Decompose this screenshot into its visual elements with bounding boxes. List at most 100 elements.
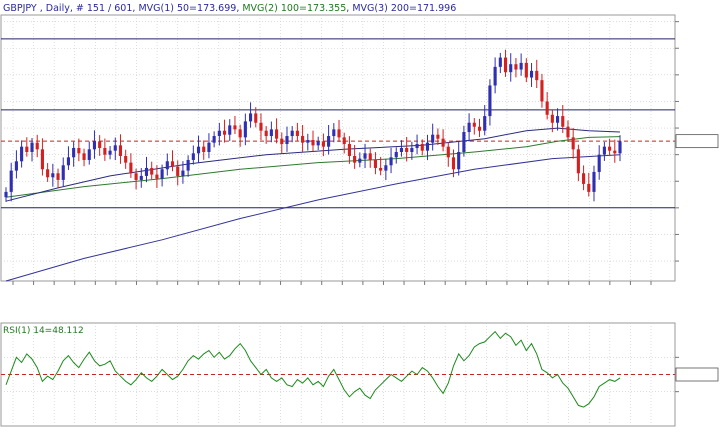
candle-body <box>462 132 466 152</box>
candle-body <box>613 150 617 154</box>
candle-body <box>14 161 18 171</box>
candle-body <box>571 137 575 150</box>
candlesticks <box>4 49 622 202</box>
candle-body <box>493 66 497 86</box>
candle-body <box>535 70 539 81</box>
candle-body <box>92 141 97 150</box>
candle-body <box>358 158 362 163</box>
candle-body <box>87 149 91 160</box>
price-panel <box>0 14 676 282</box>
header-sep-3: , <box>132 3 138 14</box>
mvg1-label: MVG(1) 50=173.699 <box>138 3 236 14</box>
candle-body <box>280 138 284 145</box>
candle-body <box>384 165 388 171</box>
candle-body <box>217 130 221 137</box>
mvg3-label: MVG(3) 200=171.996 <box>352 3 456 14</box>
candle-body <box>394 151 398 158</box>
rsi-line <box>5 330 621 408</box>
candle-body <box>467 122 471 133</box>
candle-body <box>332 129 336 137</box>
candle-body <box>436 134 440 139</box>
candle-body <box>420 144 424 151</box>
candle-body <box>222 130 227 135</box>
mvg200-line <box>5 154 621 282</box>
candle-body <box>61 165 65 180</box>
candle-body <box>545 101 549 115</box>
date-axis <box>12 281 652 285</box>
candle-body <box>40 149 44 170</box>
candle-body <box>20 146 24 162</box>
candle-body <box>228 125 232 135</box>
candle-body <box>519 62 523 70</box>
candle-body <box>555 116 560 123</box>
candle-body <box>311 140 315 146</box>
candle-body <box>337 129 341 138</box>
candle-body <box>431 134 435 143</box>
header-sep-2: , <box>70 3 76 14</box>
candle-body <box>254 113 258 123</box>
candle-body <box>483 116 487 131</box>
candle-body <box>399 148 404 152</box>
header-sep-4: , <box>236 3 242 14</box>
price-axis <box>675 21 719 262</box>
candle-body <box>618 141 622 154</box>
rsi-grid <box>1 323 675 426</box>
candle-body <box>238 129 242 138</box>
candle-body <box>191 153 195 160</box>
candle-body <box>150 167 154 175</box>
candle-body <box>587 183 591 192</box>
candle-body <box>524 62 528 78</box>
candle-body <box>327 136 331 147</box>
candle-body <box>259 122 263 131</box>
candle-body <box>118 145 123 156</box>
candle-body <box>243 121 247 138</box>
bar-info-label: # 151 / 601 <box>76 3 133 14</box>
candle-body <box>529 70 534 78</box>
candle-body <box>186 159 190 171</box>
candle-body <box>477 126 482 131</box>
candle-body <box>144 167 149 176</box>
candle-body <box>155 174 159 179</box>
candle-body <box>285 136 289 145</box>
candle-body <box>582 173 586 184</box>
candle-body <box>514 64 518 70</box>
candle-body <box>113 145 117 151</box>
candle-body <box>415 144 419 148</box>
candle-body <box>9 170 13 192</box>
candle-body <box>51 173 55 178</box>
candle-body <box>181 170 185 176</box>
candle-body <box>275 129 279 139</box>
candle-body <box>160 169 164 179</box>
rsi-line-group <box>5 330 621 408</box>
mvg2-label: MVG(2) 100=173.355 <box>242 3 346 14</box>
candle-body <box>503 57 508 73</box>
symbol-label: GBPJPY <box>3 3 37 14</box>
rsi-title: RSI(1) 14=48.112 <box>3 326 84 336</box>
candle-body <box>46 169 50 178</box>
candle-body <box>72 148 76 158</box>
candle-body <box>56 173 60 180</box>
candle-body <box>25 146 29 152</box>
candle-body <box>269 129 273 137</box>
candle-body <box>165 161 169 170</box>
candle-body <box>35 142 39 150</box>
candle-body <box>98 141 102 148</box>
candle-body <box>103 148 107 155</box>
rsi-axis <box>675 356 719 393</box>
candle-body <box>301 136 305 143</box>
candle-body <box>368 153 372 160</box>
candle-body <box>233 125 237 130</box>
candle-body <box>446 146 450 158</box>
candle-body <box>488 85 492 117</box>
candle-body <box>405 148 409 152</box>
candle-body <box>290 130 294 137</box>
chart-header: GBPJPY , Daily, # 151 / 601, MVG(1) 50=1… <box>3 3 456 14</box>
candle-body <box>608 146 612 151</box>
candle-body <box>77 148 81 154</box>
candle-body <box>410 148 414 152</box>
candle-body <box>207 142 211 152</box>
candle-body <box>566 126 570 138</box>
candle-body <box>592 171 596 192</box>
candle-body <box>196 146 201 154</box>
